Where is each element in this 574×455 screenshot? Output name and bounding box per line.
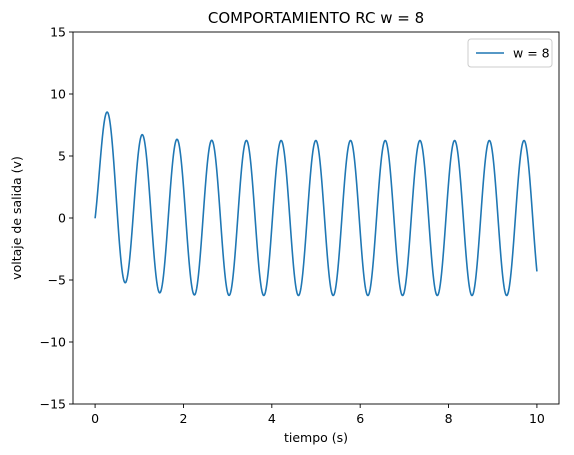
y-axis-label: voltaje de salida (v) [9, 156, 24, 280]
y-tick-label: 5 [58, 149, 66, 164]
x-axis-label: tiempo (s) [284, 430, 348, 445]
y-tick-label: −15 [40, 397, 66, 412]
x-tick-label: 2 [179, 411, 187, 426]
x-ticks: 0 2 4 6 8 10 [91, 404, 545, 426]
x-tick-label: 6 [356, 411, 364, 426]
x-tick-label: 10 [529, 411, 545, 426]
x-tick-label: 8 [445, 411, 453, 426]
y-tick-label: −10 [40, 335, 66, 350]
x-tick-label: 0 [91, 411, 99, 426]
legend: w = 8 [467, 38, 553, 68]
plot-frame [72, 31, 560, 405]
series-line-w-8 [94, 111, 538, 297]
x-tick-label: 4 [268, 411, 276, 426]
y-tick-label: 0 [58, 211, 66, 226]
y-tick-label: 15 [50, 25, 66, 40]
legend-label: w = 8 [513, 46, 550, 61]
y-tick-label: 10 [50, 87, 66, 102]
legend-box [467, 38, 553, 68]
y-tick-label: −5 [48, 273, 66, 288]
y-ticks: −15 −10 −5 0 5 10 15 [40, 25, 73, 412]
chart-title: COMPORTAMIENTO RC w = 8 [208, 9, 424, 27]
